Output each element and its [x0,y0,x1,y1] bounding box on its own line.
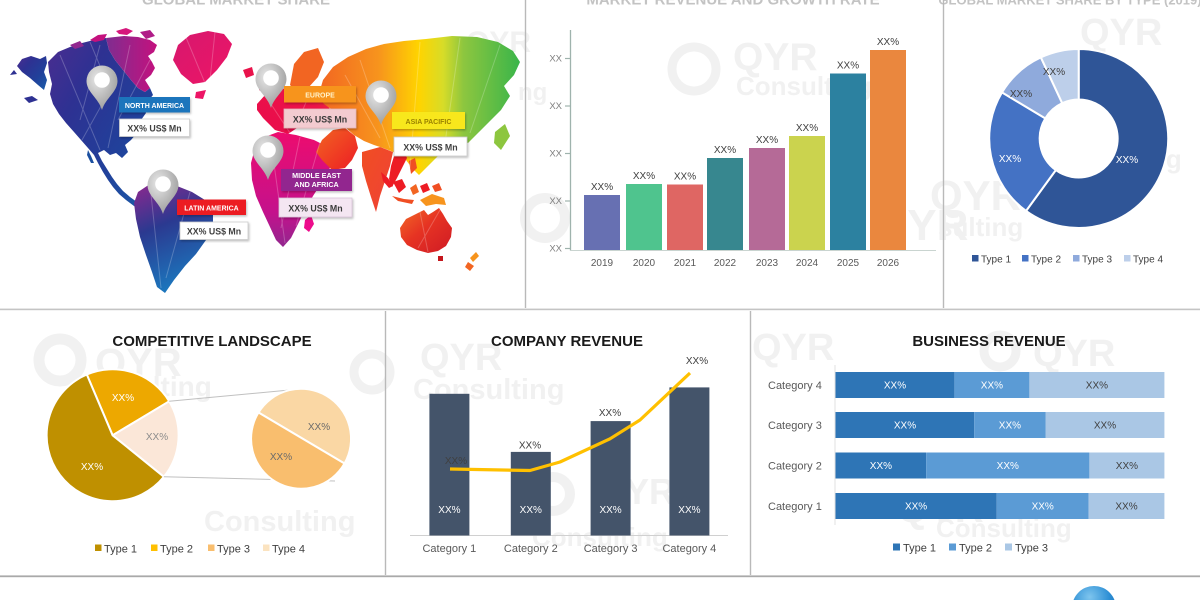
svg-text:Type 3: Type 3 [1082,255,1112,266]
svg-text:Category 4: Category 4 [662,543,716,555]
svg-text:NORTH AMERICA: NORTH AMERICA [125,103,184,110]
svg-text:XX%: XX% [981,381,1003,392]
svg-text:XX%: XX% [519,441,541,452]
svg-text:XX%: XX% [599,505,621,516]
svg-text:Category 4: Category 4 [768,380,822,392]
svg-text:EUROPE: EUROPE [305,93,335,100]
svg-text:Type 2: Type 2 [160,544,193,556]
svg-text:BUSINESS REVENUE: BUSINESS REVENUE [912,333,1065,350]
svg-text:2021: 2021 [674,258,697,269]
svg-text:XX%: XX% [599,408,621,419]
svg-text:XX%: XX% [308,422,330,433]
svg-text:2026: 2026 [877,258,900,269]
svg-text:2019: 2019 [591,258,614,269]
svg-text:Type 4: Type 4 [272,544,305,556]
svg-text:XX%: XX% [1086,381,1108,392]
svg-text:XX%: XX% [445,456,467,467]
svg-text:Type 4: Type 4 [1133,255,1163,266]
svg-text:QYR: QYR [420,337,502,379]
svg-text:QYR: QYR [733,36,818,79]
svg-text:GLOBAL MARKET SHARE: GLOBAL MARKET SHARE [142,0,330,9]
svg-text:XX%: XX% [1115,502,1137,513]
svg-text:XX: XX [549,101,562,112]
svg-text:QYR: QYR [1033,333,1115,375]
svg-text:XX% US$ Mn: XX% US$ Mn [288,204,342,214]
svg-text:XX%: XX% [894,421,916,432]
svg-text:Type 2: Type 2 [959,543,992,555]
svg-text:XX: XX [549,196,562,207]
svg-text:Type 1: Type 1 [903,543,936,555]
svg-text:XX% US$ Mn: XX% US$ Mn [293,115,347,125]
svg-text:XX%: XX% [1116,461,1138,472]
svg-text:XX% US$ Mn: XX% US$ Mn [187,227,241,237]
svg-text:XX%: XX% [1116,155,1138,166]
svg-text:ASIA PACIFIC: ASIA PACIFIC [406,119,452,126]
svg-text:Category 2: Category 2 [768,461,822,473]
svg-text:XX%: XX% [999,154,1021,165]
svg-text:XX%: XX% [796,123,818,134]
svg-text:XX%: XX% [112,393,134,404]
svg-text:Type 2: Type 2 [1031,255,1061,266]
svg-text:Type 1: Type 1 [104,544,137,556]
svg-text:XX%: XX% [674,172,696,183]
svg-text:2024: 2024 [796,258,819,269]
svg-text:XX%: XX% [591,182,613,193]
svg-text:XX%: XX% [678,505,700,516]
svg-text:Category 3: Category 3 [584,543,638,555]
svg-text:XX%: XX% [270,452,292,463]
svg-text:COMPANY REVENUE: COMPANY REVENUE [491,333,643,350]
svg-text:XX: XX [549,54,562,65]
svg-text:Category 1: Category 1 [422,543,476,555]
svg-text:MIDDLE EAST: MIDDLE EAST [292,171,341,180]
svg-text:2023: 2023 [756,258,779,269]
svg-text:GLOBAL MARKET SHARE BY TYPE (2: GLOBAL MARKET SHARE BY TYPE (2019) [938,0,1200,8]
svg-text:QYR: QYR [752,327,834,369]
svg-text:Type 3: Type 3 [1015,543,1048,555]
svg-text:LATIN AMERICA: LATIN AMERICA [184,206,238,213]
svg-text:XX%: XX% [714,145,736,156]
svg-text:XX%: XX% [81,462,103,473]
svg-text:2020: 2020 [633,258,656,269]
svg-text:XX%: XX% [884,381,906,392]
svg-text:XX%: XX% [520,505,542,516]
svg-text:Type 3: Type 3 [217,544,250,556]
svg-text:2022: 2022 [714,258,737,269]
svg-text:Category 3: Category 3 [768,420,822,432]
svg-text:XX: XX [549,244,562,255]
svg-text:ng: ng [518,79,547,106]
svg-text:MARKET REVENUE AND GROWTH RATE: MARKET REVENUE AND GROWTH RATE [586,0,879,9]
svg-text:XX%: XX% [870,461,892,472]
svg-text:XX% US$ Mn: XX% US$ Mn [403,143,457,153]
svg-text:COMPETITIVE LANDSCAPE: COMPETITIVE LANDSCAPE [112,333,311,350]
svg-text:XX%: XX% [438,505,460,516]
svg-text:Category 2: Category 2 [504,543,558,555]
svg-text:XX%: XX% [999,421,1021,432]
svg-text:Category 1: Category 1 [768,501,822,513]
svg-text:QYR: QYR [1080,12,1162,54]
svg-text:XX: XX [549,149,562,160]
svg-text:Consulting: Consulting [204,506,355,538]
svg-text:XX%: XX% [1094,421,1116,432]
svg-text:XX% US$ Mn: XX% US$ Mn [127,124,181,134]
svg-text:2025: 2025 [837,258,860,269]
svg-text:XX%: XX% [756,135,778,146]
svg-text:XX%: XX% [1010,89,1032,100]
svg-text:Type 1: Type 1 [981,255,1011,266]
svg-text:XX%: XX% [686,356,708,367]
svg-text:XX%: XX% [1032,502,1054,513]
svg-text:XX%: XX% [1043,67,1065,78]
svg-text:XX%: XX% [877,37,899,48]
svg-text:sulting: sulting [938,212,1023,242]
svg-text:XX%: XX% [633,171,655,182]
svg-text:XX%: XX% [146,432,168,443]
svg-text:XX%: XX% [837,61,859,72]
svg-text:XX%: XX% [997,461,1019,472]
svg-text:AND AFRICA: AND AFRICA [294,180,338,189]
svg-text:XX%: XX% [905,502,927,513]
